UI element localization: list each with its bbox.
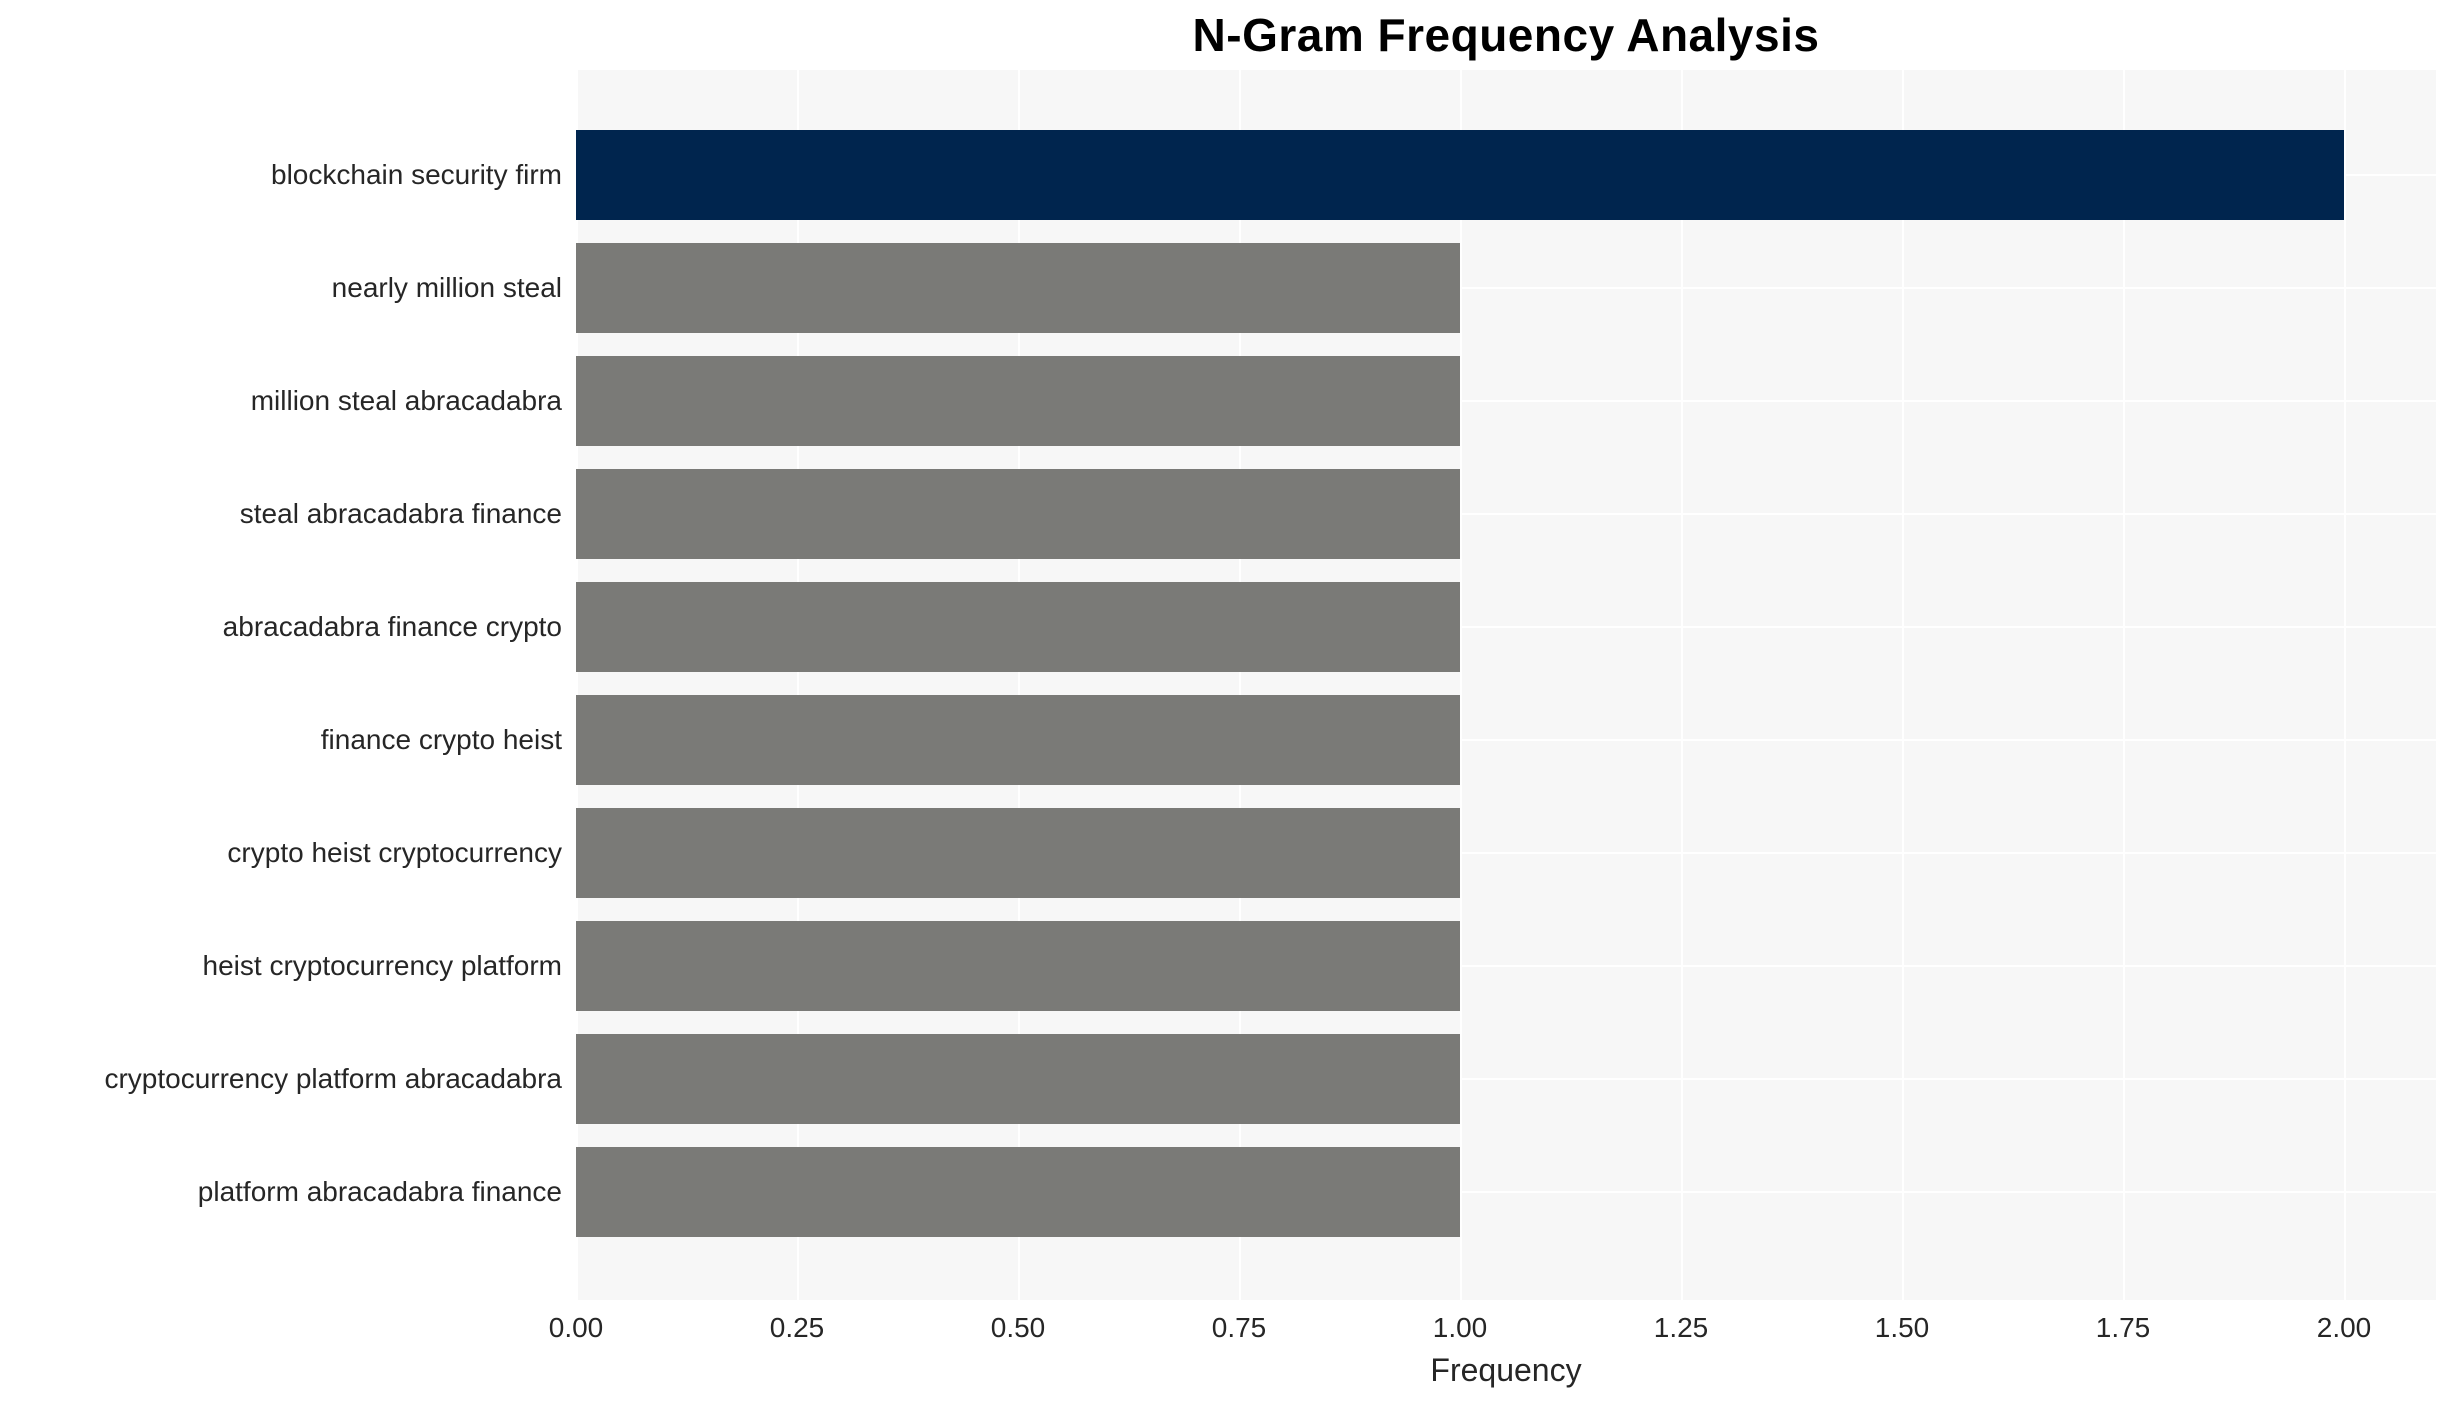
x-tick-label: 0.00 bbox=[548, 1312, 604, 1343]
x-tick-label: 0.50 bbox=[990, 1312, 1046, 1343]
vertical-gridline bbox=[797, 70, 799, 1300]
bar-blockchain-security-firm bbox=[576, 130, 2344, 220]
y-tick-label: steal abracadabra finance bbox=[239, 498, 562, 529]
bar-nearly-million-steal bbox=[576, 243, 1460, 333]
y-tick-label: platform abracadabra finance bbox=[197, 1176, 562, 1207]
vertical-gridline bbox=[1460, 70, 1462, 1300]
vertical-gridline bbox=[1681, 70, 1683, 1300]
horizontal-gridline bbox=[576, 513, 2436, 515]
x-tick-label: 2.00 bbox=[2316, 1312, 2372, 1343]
chart-title: N-Gram Frequency Analysis bbox=[1192, 9, 1820, 61]
vertical-gridline bbox=[2123, 70, 2125, 1300]
x-tick-label: 1.25 bbox=[1653, 1312, 1709, 1343]
x-axis-label: Frequency bbox=[1430, 1352, 1582, 1388]
bar-steal-abracadabra-finance bbox=[576, 469, 1460, 559]
y-tick-label: million steal abracadabra bbox=[250, 385, 562, 416]
vertical-gridline bbox=[576, 70, 578, 1300]
y-tick-label: heist cryptocurrency platform bbox=[202, 950, 562, 981]
x-tick-label: 0.25 bbox=[769, 1312, 825, 1343]
horizontal-gridline bbox=[576, 287, 2436, 289]
bar-cryptocurrency-platform-abracadabra bbox=[576, 1034, 1460, 1124]
x-tick-label: 0.75 bbox=[1211, 1312, 1267, 1343]
bar-heist-cryptocurrency-platform bbox=[576, 921, 1460, 1011]
x-tick-label: 1.50 bbox=[1874, 1312, 1930, 1343]
horizontal-gridline bbox=[576, 626, 2436, 628]
bar-finance-crypto-heist bbox=[576, 695, 1460, 785]
bar-abracadabra-finance-crypto bbox=[576, 582, 1460, 672]
horizontal-gridline bbox=[576, 1191, 2436, 1193]
bar-platform-abracadabra-finance bbox=[576, 1147, 1460, 1237]
horizontal-gridline bbox=[576, 400, 2436, 402]
y-tick-label: finance crypto heist bbox=[320, 724, 562, 755]
horizontal-gridline bbox=[576, 739, 2436, 741]
plot-area bbox=[576, 70, 2436, 1300]
horizontal-gridline bbox=[576, 965, 2436, 967]
vertical-gridline bbox=[1018, 70, 1020, 1300]
x-tick-label: 1.75 bbox=[2095, 1312, 2151, 1343]
y-tick-label: blockchain security firm bbox=[271, 159, 562, 190]
vertical-gridline bbox=[1902, 70, 1904, 1300]
y-tick-label: abracadabra finance crypto bbox=[222, 611, 562, 642]
bar-million-steal-abracadabra bbox=[576, 356, 1460, 446]
horizontal-gridline bbox=[576, 852, 2436, 854]
vertical-gridline bbox=[1239, 70, 1241, 1300]
horizontal-gridline bbox=[576, 1078, 2436, 1080]
bar-crypto-heist-cryptocurrency bbox=[576, 808, 1460, 898]
y-tick-label: crypto heist cryptocurrency bbox=[227, 837, 562, 868]
x-tick-label: 1.00 bbox=[1432, 1312, 1488, 1343]
y-tick-label: cryptocurrency platform abracadabra bbox=[104, 1063, 562, 1094]
vertical-gridline bbox=[2344, 70, 2346, 1300]
y-tick-label: nearly million steal bbox=[331, 272, 562, 303]
